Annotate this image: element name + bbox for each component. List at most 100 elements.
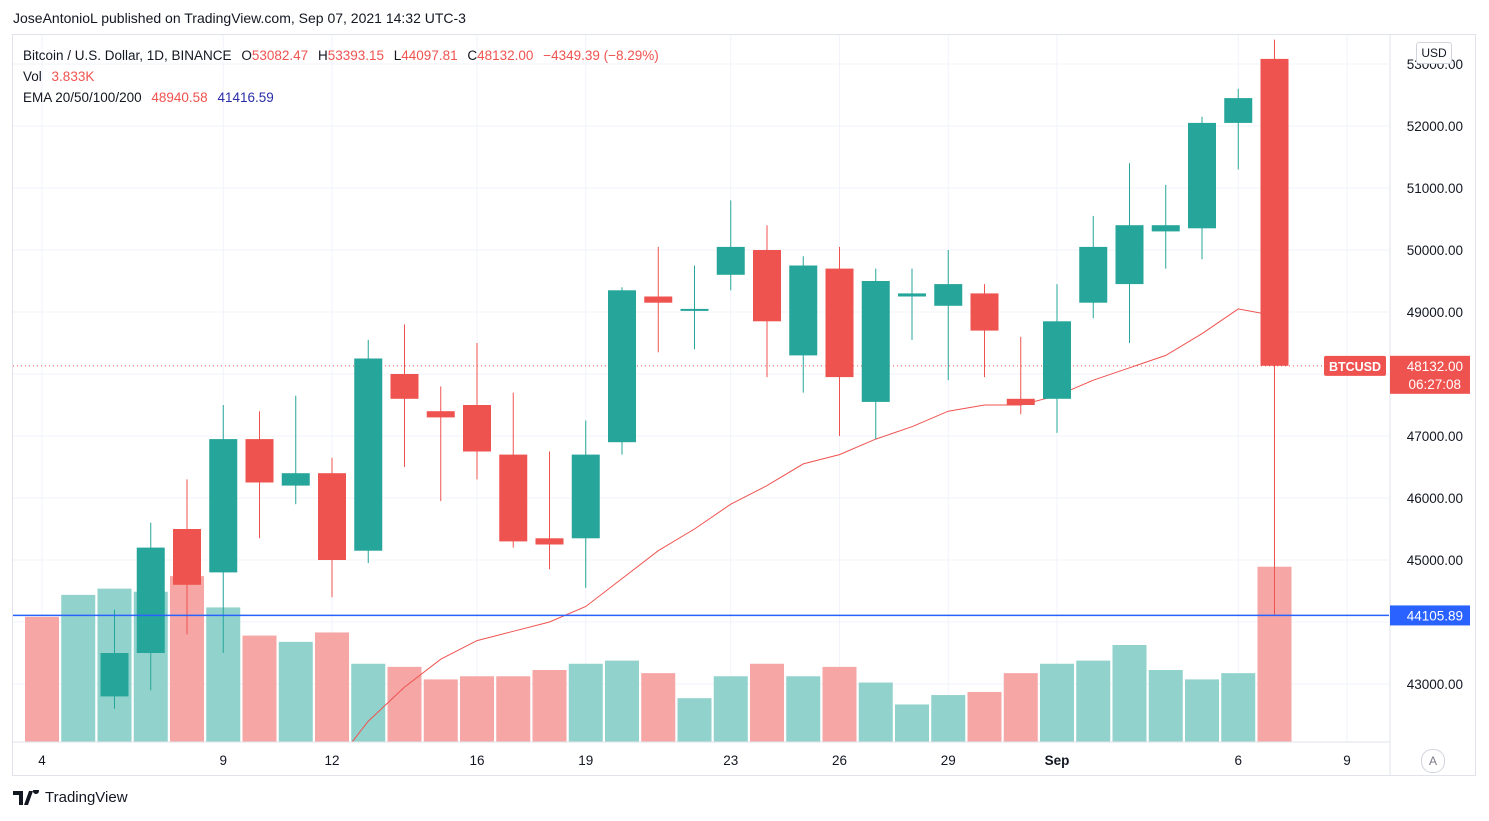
- legend-high-label: H: [317, 48, 328, 63]
- candle-body: [173, 529, 201, 585]
- time-axis: 4 9 12 16 19 23 26 29 Sep 6 9: [13, 741, 1390, 768]
- volume-bar: [931, 695, 966, 742]
- volume-bar: [641, 673, 676, 742]
- candle-body: [318, 473, 346, 560]
- candle-body: [463, 405, 491, 452]
- candle-body: [136, 547, 165, 653]
- legend-volume-row: Vol 3.833K: [23, 66, 659, 87]
- candle-body: [354, 358, 383, 551]
- candle-body: [1151, 225, 1180, 232]
- volume-bar: [786, 676, 821, 742]
- time-tick-label: 12: [324, 753, 339, 768]
- volume-bar: [1185, 679, 1219, 742]
- legend-symbol[interactable]: Bitcoin / U.S. Dollar, 1D, BINANCE: [23, 48, 232, 63]
- candle-body: [644, 296, 673, 303]
- publish-header: JoseAntonioL published on TradingView.co…: [13, 10, 466, 26]
- legend-vol-label[interactable]: Vol: [23, 69, 42, 84]
- volume-bar: [423, 679, 458, 742]
- candle-body: [1260, 58, 1289, 366]
- auto-scale-button[interactable]: A: [1421, 749, 1445, 773]
- time-tick-label: 23: [723, 753, 738, 768]
- candle-body: [1115, 225, 1144, 285]
- volume-bar: [242, 635, 277, 742]
- candle-body: [390, 374, 419, 399]
- level-badge-label: 44105.89: [1407, 608, 1463, 623]
- symbol-badge-label: BTCUSD: [1329, 360, 1381, 374]
- legend-ema-label[interactable]: EMA 20/50/100/200: [23, 90, 142, 105]
- legend-low-label: L: [393, 48, 402, 63]
- footer-brand-name: TradingView: [45, 789, 128, 806]
- candle-body: [789, 265, 818, 356]
- volume-bar: [532, 670, 567, 742]
- footer-branding[interactable]: TradingView: [13, 789, 128, 806]
- candle-body: [571, 454, 600, 539]
- volume-bar: [460, 676, 494, 742]
- candles: [100, 39, 1289, 709]
- candle-body: [209, 439, 238, 573]
- legend-change: −4349.39 (−8.29%): [543, 48, 659, 63]
- candle-body: [1224, 98, 1253, 123]
- time-tick-label: 9: [1343, 753, 1351, 768]
- volume-bar: [568, 663, 603, 742]
- plot-pane: [13, 39, 1389, 742]
- candle-body: [499, 454, 528, 542]
- volume-bar: [1221, 673, 1256, 742]
- price-tick-label: 50000.00: [1407, 243, 1463, 258]
- candle-body: [535, 538, 564, 545]
- volume-bar: [895, 704, 929, 742]
- publish-info: published on TradingView.com, Sep 07, 20…: [101, 10, 466, 26]
- last-price-label: 48132.00: [1407, 359, 1463, 374]
- candle-body: [680, 308, 709, 311]
- last-price-badge: [1390, 355, 1470, 394]
- symbol-badge: [1324, 355, 1386, 376]
- legend-open-value: 53082.47: [251, 48, 309, 63]
- time-tick-label: 4: [38, 753, 46, 768]
- candle-body: [426, 411, 455, 418]
- candle-body: [716, 246, 745, 275]
- legend-ema-row: EMA 20/50/100/200 48940.58 41416.59: [23, 87, 659, 108]
- currency-button[interactable]: USD: [1416, 42, 1452, 64]
- volume-bar: [387, 666, 422, 742]
- price-tick-label: 49000.00: [1407, 305, 1463, 320]
- time-tick-label: Sep: [1045, 753, 1070, 768]
- legend-ema-value-1: 48940.58: [151, 90, 208, 105]
- candle-body: [281, 473, 310, 486]
- time-tick-label: 16: [469, 753, 484, 768]
- countdown-label: 06:27:08: [1408, 377, 1461, 392]
- time-tick-label: 29: [941, 753, 956, 768]
- candle-body: [861, 281, 890, 402]
- candle-body: [753, 250, 781, 322]
- volume-bar: [1003, 673, 1038, 742]
- candle-body: [100, 653, 129, 697]
- candle-body: [970, 293, 999, 331]
- legend-close-value: 48132.00: [477, 48, 534, 63]
- time-tick-label: 9: [219, 753, 227, 768]
- volume-bar: [1076, 660, 1111, 742]
- chart-frame: [12, 34, 1476, 776]
- time-tick-label: 19: [578, 753, 593, 768]
- volume-bars: [25, 566, 1292, 742]
- volume-bar: [677, 698, 712, 742]
- price-tick-label: 52000.00: [1407, 119, 1463, 134]
- price-tick-label: 45000.00: [1407, 553, 1463, 568]
- chart-legend: Bitcoin / U.S. Dollar, 1D, BINANCE O5308…: [23, 45, 659, 108]
- time-tick-label: 26: [832, 753, 847, 768]
- level-badge: [1390, 605, 1470, 626]
- ema-line: [351, 308, 1275, 742]
- volume-bar: [351, 663, 386, 742]
- candle-body: [825, 268, 854, 378]
- volume-bar: [967, 691, 1002, 742]
- candle-body: [1079, 246, 1108, 303]
- publisher-name[interactable]: JoseAntonioL: [13, 10, 98, 26]
- candle-body: [1188, 122, 1216, 229]
- candle-body: [608, 290, 636, 443]
- volume-bar: [1112, 644, 1147, 742]
- legend-high-value: 53393.15: [327, 48, 384, 63]
- candle-body: [1006, 398, 1035, 405]
- legend-close-label: C: [467, 48, 478, 63]
- time-tick-label: 6: [1234, 753, 1242, 768]
- candle-body: [245, 439, 274, 483]
- legend-low-value: 44097.81: [401, 48, 458, 63]
- tradingview-logo-icon: [13, 789, 39, 805]
